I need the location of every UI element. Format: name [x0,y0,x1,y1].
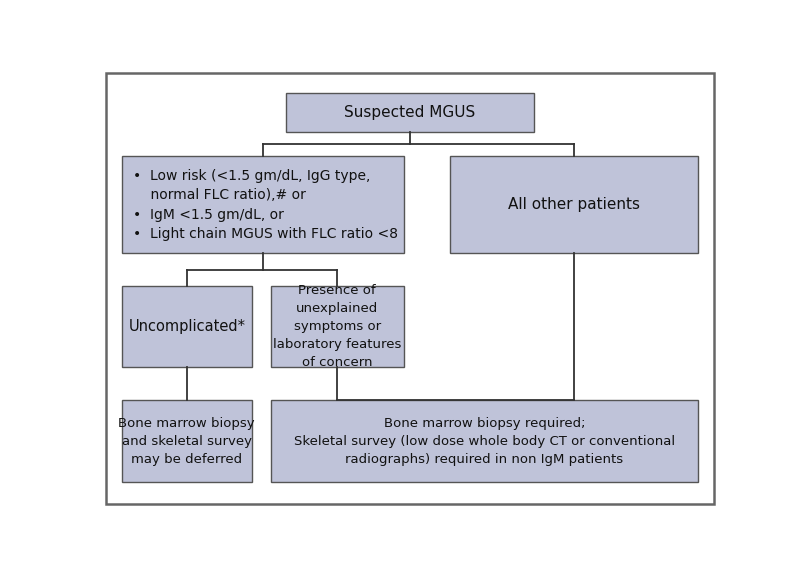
Bar [270,400,698,482]
Bar [286,93,534,132]
Bar [122,156,404,253]
Text: Uncomplicated*: Uncomplicated* [128,319,246,335]
Bar [122,286,252,368]
Text: Bone marrow biopsy
and skeletal survey
may be deferred: Bone marrow biopsy and skeletal survey m… [118,417,255,465]
Text: All other patients: All other patients [508,198,640,212]
Text: Suspected MGUS: Suspected MGUS [344,105,476,120]
Bar [122,400,252,482]
Text: •  Low risk (<1.5 gm/dL, IgG type,
    normal FLC ratio),# or
•  IgM <1.5 gm/dL,: • Low risk (<1.5 gm/dL, IgG type, normal… [133,168,398,241]
Text: Bone marrow biopsy required;
Skeletal survey (low dose whole body CT or conventi: Bone marrow biopsy required; Skeletal su… [294,417,675,465]
Text: Presence of
unexplained
symptoms or
laboratory features
of concern: Presence of unexplained symptoms or labo… [273,284,402,369]
Bar [270,286,404,368]
Bar [450,156,698,253]
